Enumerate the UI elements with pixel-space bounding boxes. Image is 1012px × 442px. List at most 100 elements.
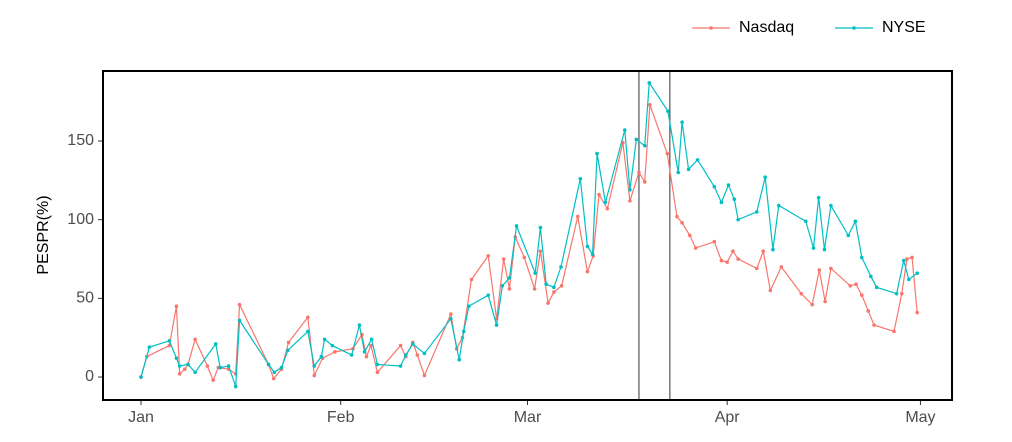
data-point: [533, 271, 538, 275]
data-point: [905, 257, 909, 261]
data-point: [779, 265, 784, 269]
data-point: [559, 265, 563, 269]
data-point: [398, 343, 403, 348]
data-point: [637, 170, 641, 175]
data-point: [211, 378, 215, 382]
x-tick-label: Feb: [327, 409, 355, 426]
data-point: [266, 362, 271, 367]
data-point: [725, 260, 729, 264]
data-point: [712, 239, 717, 244]
data-point: [279, 365, 284, 370]
x-tick-label: Jan: [128, 409, 154, 426]
data-point: [333, 350, 337, 354]
data-point: [695, 158, 700, 162]
data-point: [422, 351, 427, 356]
data-point: [312, 364, 317, 368]
data-point: [597, 192, 601, 197]
data-point: [422, 373, 427, 378]
data-point: [486, 254, 491, 258]
y-tick-label: 150: [67, 132, 94, 149]
data-point: [910, 255, 914, 260]
data-point: [501, 257, 506, 261]
data-point: [603, 200, 608, 205]
data-point: [676, 170, 681, 175]
data-point: [552, 285, 556, 290]
data-point: [306, 315, 310, 320]
data-point: [167, 343, 172, 348]
y-tick-label: 0: [85, 368, 94, 385]
data-point: [719, 200, 724, 205]
data-point: [642, 143, 647, 148]
data-point: [719, 258, 724, 263]
data-point: [892, 329, 896, 334]
data-point: [595, 151, 599, 156]
data-point: [634, 137, 639, 142]
data-point: [507, 276, 512, 280]
data-point: [829, 266, 833, 271]
x-tick-label: Mar: [514, 409, 542, 426]
data-point: [894, 291, 899, 296]
data-point: [872, 323, 876, 327]
data-point: [538, 225, 543, 230]
data-point: [822, 247, 827, 252]
series-line: [140, 104, 918, 382]
data-point: [860, 255, 864, 260]
data-point: [874, 285, 879, 290]
data-point: [575, 214, 580, 219]
legend-label: NYSE: [882, 19, 926, 36]
data-point: [559, 283, 564, 288]
data-point: [375, 362, 380, 367]
data-point: [306, 329, 310, 334]
data-point: [398, 364, 403, 368]
x-tick-label: May: [905, 409, 935, 426]
legend-point: [852, 26, 856, 30]
data-point: [319, 354, 324, 359]
data-point: [218, 365, 223, 370]
data-point: [507, 287, 512, 291]
data-point: [866, 309, 871, 313]
data-point: [174, 304, 179, 309]
data-point: [763, 175, 767, 180]
data-point: [628, 187, 632, 192]
data-point: [823, 299, 827, 304]
data-point: [648, 103, 652, 107]
data-point: [899, 291, 904, 296]
y-tick-label: 50: [76, 290, 94, 307]
data-point: [628, 199, 632, 203]
data-point: [693, 246, 698, 250]
data-point: [776, 203, 781, 208]
data-point: [761, 249, 766, 253]
data-point: [915, 271, 920, 275]
data-point: [680, 120, 684, 124]
data-point: [177, 364, 182, 368]
data-point: [544, 282, 548, 286]
data-point: [411, 342, 415, 346]
data-point: [590, 252, 595, 257]
data-point: [467, 304, 471, 309]
data-point: [901, 258, 906, 263]
data-point: [461, 329, 466, 334]
data-point: [449, 317, 453, 321]
data-point: [330, 343, 335, 348]
data-point: [369, 343, 373, 348]
data-point: [167, 339, 172, 343]
data-point: [853, 219, 858, 224]
data-point: [552, 290, 556, 294]
data-point: [312, 373, 317, 378]
data-point: [183, 367, 187, 371]
data-point: [538, 249, 543, 253]
data-point: [362, 350, 367, 354]
data-point: [233, 384, 238, 389]
data-point: [457, 357, 462, 362]
data-point: [816, 195, 821, 200]
data-point: [605, 206, 610, 211]
data-point: [755, 266, 759, 271]
data-point: [369, 337, 374, 342]
data-point: [712, 184, 717, 189]
data-point: [736, 257, 740, 261]
data-point: [869, 274, 873, 279]
data-point: [271, 376, 276, 381]
data-point: [226, 364, 231, 368]
data-point: [522, 255, 527, 260]
data-point: [732, 197, 737, 202]
